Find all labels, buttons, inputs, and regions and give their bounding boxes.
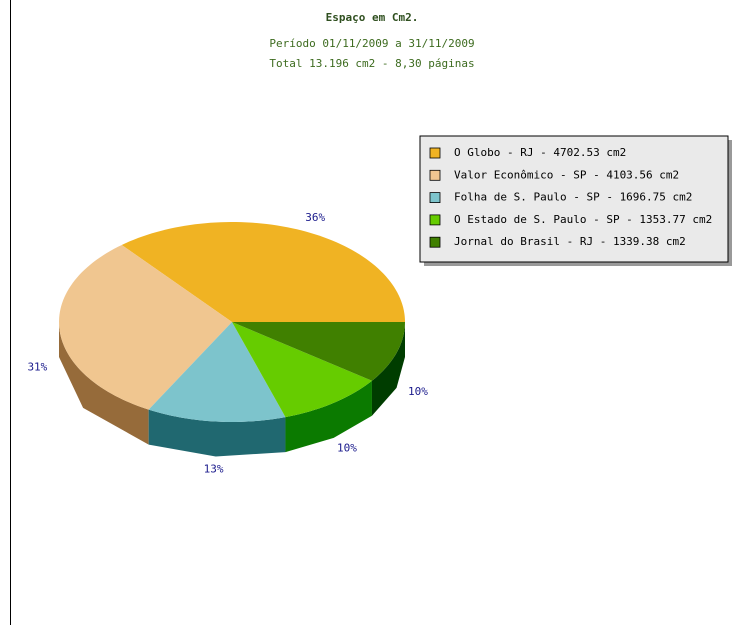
legend-box [419, 135, 729, 263]
chart-subtitle: Total 13.196 cm2 - 8,30 páginas [269, 57, 474, 70]
pie-side [59, 322, 149, 445]
legend-swatch [429, 214, 441, 226]
legend-swatch [429, 169, 441, 181]
pie-side [285, 380, 372, 453]
pie-side [371, 322, 405, 416]
pie-slice [59, 244, 233, 410]
legend-label: O Estado de S. Paulo - SP - 1353.77 cm2 [454, 213, 712, 226]
chart-title: Espaço em Cm2. [326, 11, 419, 24]
legend-label: Jornal do Brasil - RJ - 1339.38 cm2 [454, 235, 686, 248]
legend-label: Valor Econômico - SP - 4103.56 cm2 [454, 168, 679, 181]
legend-swatch [429, 192, 441, 204]
pie-side [148, 409, 286, 457]
pie-slice [232, 322, 372, 418]
chart-subtitle: Período 01/11/2009 a 31/11/2009 [269, 37, 474, 50]
value-label: 10% [337, 441, 357, 454]
legend-swatch [429, 147, 441, 159]
value-label: 10% [408, 385, 428, 398]
pie-slice [148, 322, 286, 422]
pie-slice [121, 222, 405, 322]
value-label: 13% [204, 462, 224, 475]
legend-swatch [429, 236, 441, 248]
pie-slice [232, 322, 405, 381]
value-label: 31% [27, 361, 47, 374]
legend-label: O Globo - RJ - 4702.53 cm2 [454, 146, 626, 159]
legend-label: Folha de S. Paulo - SP - 1696.75 cm2 [454, 191, 692, 204]
value-label: 36% [305, 211, 325, 224]
